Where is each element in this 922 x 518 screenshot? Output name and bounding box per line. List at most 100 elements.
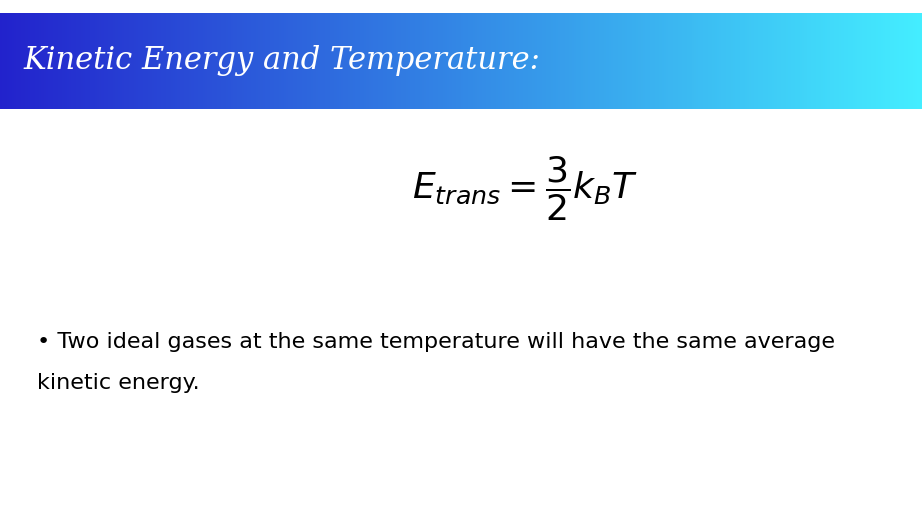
Bar — [392, 13, 395, 109]
Bar — [195, 13, 199, 109]
Bar — [553, 13, 556, 109]
Bar — [659, 13, 662, 109]
Bar — [715, 13, 717, 109]
Bar — [318, 13, 321, 109]
Bar — [590, 13, 594, 109]
Bar — [456, 13, 459, 109]
Bar — [526, 13, 528, 109]
Bar — [85, 13, 89, 109]
Bar — [878, 13, 881, 109]
Bar — [896, 13, 900, 109]
Bar — [857, 13, 861, 109]
Bar — [899, 13, 902, 109]
Bar — [438, 13, 441, 109]
Bar — [0, 13, 3, 109]
Bar — [592, 13, 596, 109]
Bar — [168, 13, 171, 109]
Bar — [745, 13, 748, 109]
Bar — [819, 13, 822, 109]
Text: Kinetic Energy and Temperature:: Kinetic Energy and Temperature: — [23, 46, 540, 76]
Bar — [913, 13, 916, 109]
Bar — [890, 13, 892, 109]
Bar — [763, 13, 766, 109]
Bar — [516, 13, 520, 109]
Bar — [905, 13, 909, 109]
Bar — [810, 13, 812, 109]
Bar — [265, 13, 268, 109]
Bar — [887, 13, 891, 109]
Bar — [431, 13, 434, 109]
Bar — [682, 13, 685, 109]
Bar — [489, 13, 492, 109]
Bar — [315, 13, 319, 109]
Bar — [143, 13, 146, 109]
Bar — [770, 13, 773, 109]
Bar — [361, 13, 365, 109]
Bar — [463, 13, 467, 109]
Bar — [389, 13, 393, 109]
Bar — [92, 13, 96, 109]
Bar — [904, 13, 906, 109]
Bar — [341, 13, 344, 109]
Bar — [765, 13, 768, 109]
Bar — [350, 13, 354, 109]
Bar — [278, 13, 282, 109]
Bar — [46, 13, 50, 109]
Bar — [733, 13, 736, 109]
Bar — [228, 13, 231, 109]
Bar — [186, 13, 190, 109]
Bar — [581, 13, 585, 109]
Bar — [728, 13, 732, 109]
Bar — [472, 13, 476, 109]
Bar — [772, 13, 775, 109]
Bar — [491, 13, 494, 109]
Bar — [112, 13, 116, 109]
Bar — [194, 13, 196, 109]
Bar — [346, 13, 349, 109]
Bar — [512, 13, 514, 109]
Bar — [219, 13, 222, 109]
Bar — [380, 13, 384, 109]
Bar — [562, 13, 565, 109]
Bar — [699, 13, 702, 109]
Bar — [57, 13, 61, 109]
Bar — [518, 13, 522, 109]
Bar — [242, 13, 245, 109]
Bar — [716, 13, 720, 109]
Bar — [339, 13, 342, 109]
Bar — [28, 13, 31, 109]
Bar — [599, 13, 603, 109]
Bar — [406, 13, 408, 109]
Bar — [171, 13, 173, 109]
Bar — [230, 13, 234, 109]
Bar — [120, 13, 124, 109]
Bar — [420, 13, 422, 109]
Bar — [152, 13, 155, 109]
Bar — [37, 13, 41, 109]
Bar — [244, 13, 247, 109]
Bar — [325, 13, 328, 109]
Bar — [830, 13, 833, 109]
Bar — [290, 13, 293, 109]
Bar — [597, 13, 600, 109]
Bar — [719, 13, 723, 109]
Bar — [26, 13, 29, 109]
Bar — [555, 13, 559, 109]
Bar — [415, 13, 418, 109]
Bar — [247, 13, 250, 109]
Bar — [521, 13, 524, 109]
Bar — [758, 13, 762, 109]
Bar — [109, 13, 112, 109]
Bar — [690, 13, 692, 109]
Bar — [634, 13, 637, 109]
Bar — [35, 13, 38, 109]
Bar — [74, 13, 77, 109]
Bar — [610, 13, 614, 109]
Bar — [572, 13, 575, 109]
Bar — [629, 13, 632, 109]
Bar — [166, 13, 169, 109]
Bar — [920, 13, 922, 109]
Bar — [915, 13, 918, 109]
Bar — [613, 13, 616, 109]
Bar — [788, 13, 791, 109]
